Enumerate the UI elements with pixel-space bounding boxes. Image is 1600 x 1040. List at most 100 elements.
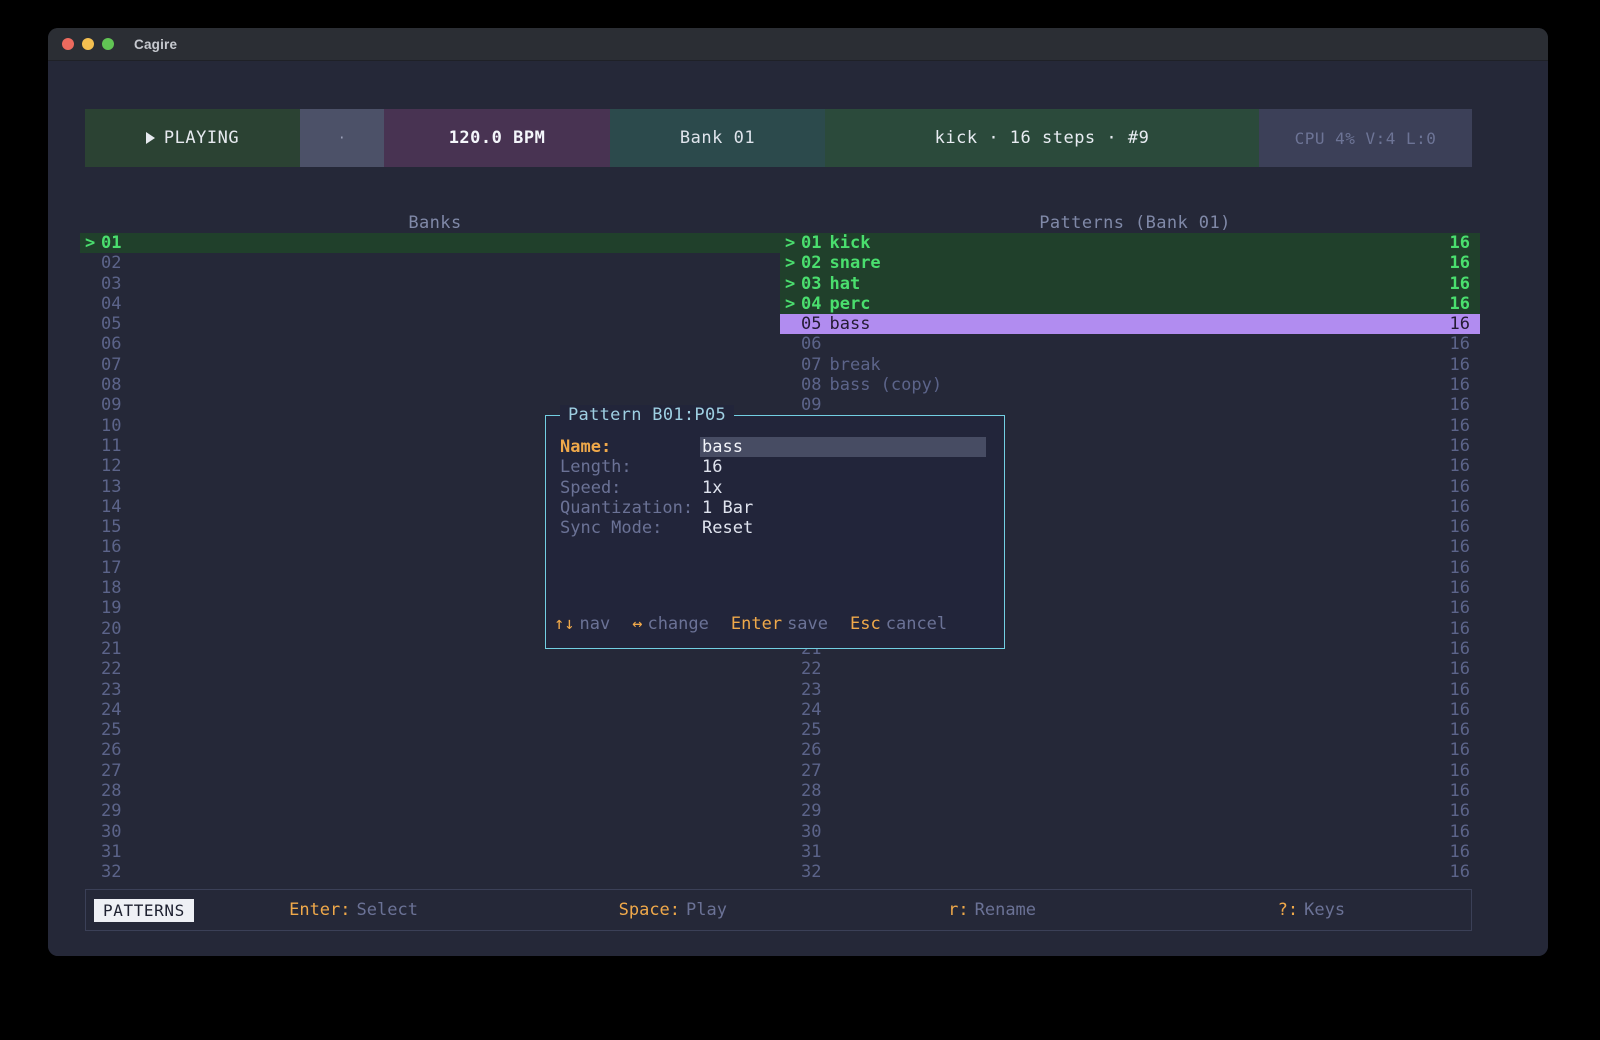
bank-row[interactable]: 23 xyxy=(80,680,780,700)
bank-row[interactable]: 17 xyxy=(80,558,780,578)
pattern-row-marker: > xyxy=(785,253,796,274)
bank-row[interactable]: 02 xyxy=(80,253,780,273)
pattern-row[interactable]: 27 16 xyxy=(780,761,1480,781)
pattern-row-length: 16 xyxy=(1449,253,1470,274)
bank-row[interactable]: 25 xyxy=(80,720,780,740)
pattern-row[interactable]: 09 16 xyxy=(780,395,1480,415)
pattern-row[interactable]: >03 hat 16 xyxy=(780,273,1480,294)
window-title: Cagire xyxy=(134,36,178,52)
status-hint[interactable]: Enter: Select xyxy=(194,900,513,920)
pattern-row[interactable]: >02 snare 16 xyxy=(780,253,1480,274)
pattern-row-index: 22 xyxy=(801,659,822,680)
pattern-row-length: 16 xyxy=(1449,720,1470,741)
pattern-row[interactable]: 26 16 xyxy=(780,740,1480,760)
banks-list[interactable]: >01 02 03 04 05 06 07 08 09 10 11 12 13 14 15 16 17 18 19 2… xyxy=(80,233,780,883)
dialog-field-label: Sync Mode: xyxy=(560,518,663,539)
maximize-button[interactable] xyxy=(102,38,114,50)
bank-row-index: 05 xyxy=(101,314,122,335)
bank-row[interactable]: >01 xyxy=(80,233,780,254)
bank-row[interactable]: 32 xyxy=(80,862,780,882)
pattern-edit-dialog[interactable]: Pattern B01:P05 Name: bass Length: 16 Speed:… xyxy=(545,405,1005,649)
pattern-row[interactable]: >04 perc 16 xyxy=(780,293,1480,315)
current-pattern-display[interactable]: kick · 16 steps · #9 xyxy=(825,109,1259,167)
bank-row[interactable]: 10 xyxy=(80,416,780,436)
pattern-row[interactable]: 32 16 xyxy=(780,862,1480,882)
pattern-row[interactable]: 29 16 xyxy=(780,801,1480,821)
pattern-row-index: 30 xyxy=(801,821,822,842)
header-bar: PLAYING · 120.0 BPM Bank 01 kick · 16 st… xyxy=(85,109,1472,167)
pattern-row[interactable]: 22 16 xyxy=(780,659,1480,679)
bank-row[interactable]: 12 xyxy=(80,456,780,476)
bank-row-index: 07 xyxy=(101,354,122,375)
pattern-row[interactable]: >01 kick 16 xyxy=(780,233,1480,254)
dialog-hint: Enter save xyxy=(731,614,828,634)
status-hint-label: Rename xyxy=(974,900,1037,920)
bank-row[interactable]: 03 xyxy=(80,274,780,294)
pattern-row-length: 16 xyxy=(1449,659,1470,680)
dialog-field-value[interactable]: Reset xyxy=(702,518,754,539)
pattern-row-length: 16 xyxy=(1449,557,1470,578)
bank-row[interactable]: 04 xyxy=(80,294,780,314)
bank-row[interactable]: 08 xyxy=(80,375,780,395)
current-bank-display[interactable]: Bank 01 xyxy=(610,109,825,167)
bank-row-index: 16 xyxy=(101,537,122,558)
dialog-field[interactable]: Quantization: 1 Bar xyxy=(560,498,994,518)
banks-panel-title: Banks xyxy=(408,213,462,233)
app-content: PLAYING · 120.0 BPM Bank 01 kick · 16 st… xyxy=(48,61,1548,956)
pattern-row-length: 16 xyxy=(1449,699,1470,720)
pattern-row[interactable]: 06 16 xyxy=(780,334,1480,354)
minimize-button[interactable] xyxy=(82,38,94,50)
bank-row[interactable]: 16 xyxy=(80,537,780,557)
status-key-hints: Enter: Select Space: Play r: Rename?: Keys xyxy=(194,900,1471,920)
dialog-field[interactable]: Name: bass xyxy=(560,437,994,458)
dialog-field-value[interactable]: bass xyxy=(700,437,986,458)
bank-row[interactable]: 19 xyxy=(80,598,780,618)
dialog-field[interactable]: Length: 16 xyxy=(560,457,994,477)
bank-row[interactable]: 05 xyxy=(80,314,780,334)
dialog-field-value[interactable]: 1 Bar xyxy=(702,497,754,518)
pattern-row[interactable]: 24 16 xyxy=(780,700,1480,720)
bank-row[interactable]: 06 xyxy=(80,334,780,354)
transport-status[interactable]: PLAYING xyxy=(85,109,300,167)
bank-row-index: 06 xyxy=(101,334,122,355)
pattern-row[interactable]: 23 16 xyxy=(780,680,1480,700)
status-hint[interactable]: ?: Keys xyxy=(1152,900,1471,920)
pattern-row[interactable]: 05 bass 16 xyxy=(780,314,1480,335)
bank-row[interactable]: 20 xyxy=(80,619,780,639)
bank-row[interactable]: 13 xyxy=(80,477,780,497)
bpm-display[interactable]: 120.0 BPM xyxy=(384,109,610,167)
bank-row[interactable]: 27 xyxy=(80,761,780,781)
bank-row[interactable]: 09 xyxy=(80,395,780,415)
pattern-row[interactable]: 30 16 xyxy=(780,822,1480,842)
bank-row[interactable]: 31 xyxy=(80,842,780,862)
bank-row[interactable]: 28 xyxy=(80,781,780,801)
bank-row[interactable]: 15 xyxy=(80,517,780,537)
dialog-field-value[interactable]: 1x xyxy=(702,477,723,498)
bank-row[interactable]: 11 xyxy=(80,436,780,456)
pattern-row[interactable]: 28 16 xyxy=(780,781,1480,801)
pattern-row[interactable]: 31 16 xyxy=(780,842,1480,862)
bank-row[interactable]: 26 xyxy=(80,740,780,760)
status-hint[interactable]: Space: Play xyxy=(513,900,832,920)
bank-row[interactable]: 14 xyxy=(80,497,780,517)
bank-row[interactable]: 07 xyxy=(80,355,780,375)
bank-row[interactable]: 18 xyxy=(80,578,780,598)
bank-row[interactable]: 29 xyxy=(80,801,780,821)
close-button[interactable] xyxy=(62,38,74,50)
status-hint[interactable]: r: Rename xyxy=(832,900,1151,920)
dialog-field[interactable]: Sync Mode: Reset xyxy=(560,518,994,538)
pattern-row[interactable]: 07 break 16 xyxy=(780,355,1480,375)
bank-row[interactable]: 30 xyxy=(80,822,780,842)
pattern-row[interactable]: 25 16 xyxy=(780,720,1480,740)
pattern-row-index: 29 xyxy=(801,801,822,822)
status-hint-label: Keys xyxy=(1304,900,1346,920)
pattern-row-index: 24 xyxy=(801,699,822,720)
dialog-field-value[interactable]: 16 xyxy=(702,457,723,478)
bank-row[interactable]: 21 xyxy=(80,639,780,659)
dialog-field[interactable]: Speed: 1x xyxy=(560,478,994,498)
bank-row-index: 20 xyxy=(101,618,122,639)
bank-row[interactable]: 24 xyxy=(80,700,780,720)
bank-row[interactable]: 22 xyxy=(80,659,780,679)
bank-row-index: 23 xyxy=(101,679,122,700)
pattern-row[interactable]: 08 bass (copy) 16 xyxy=(780,375,1480,395)
